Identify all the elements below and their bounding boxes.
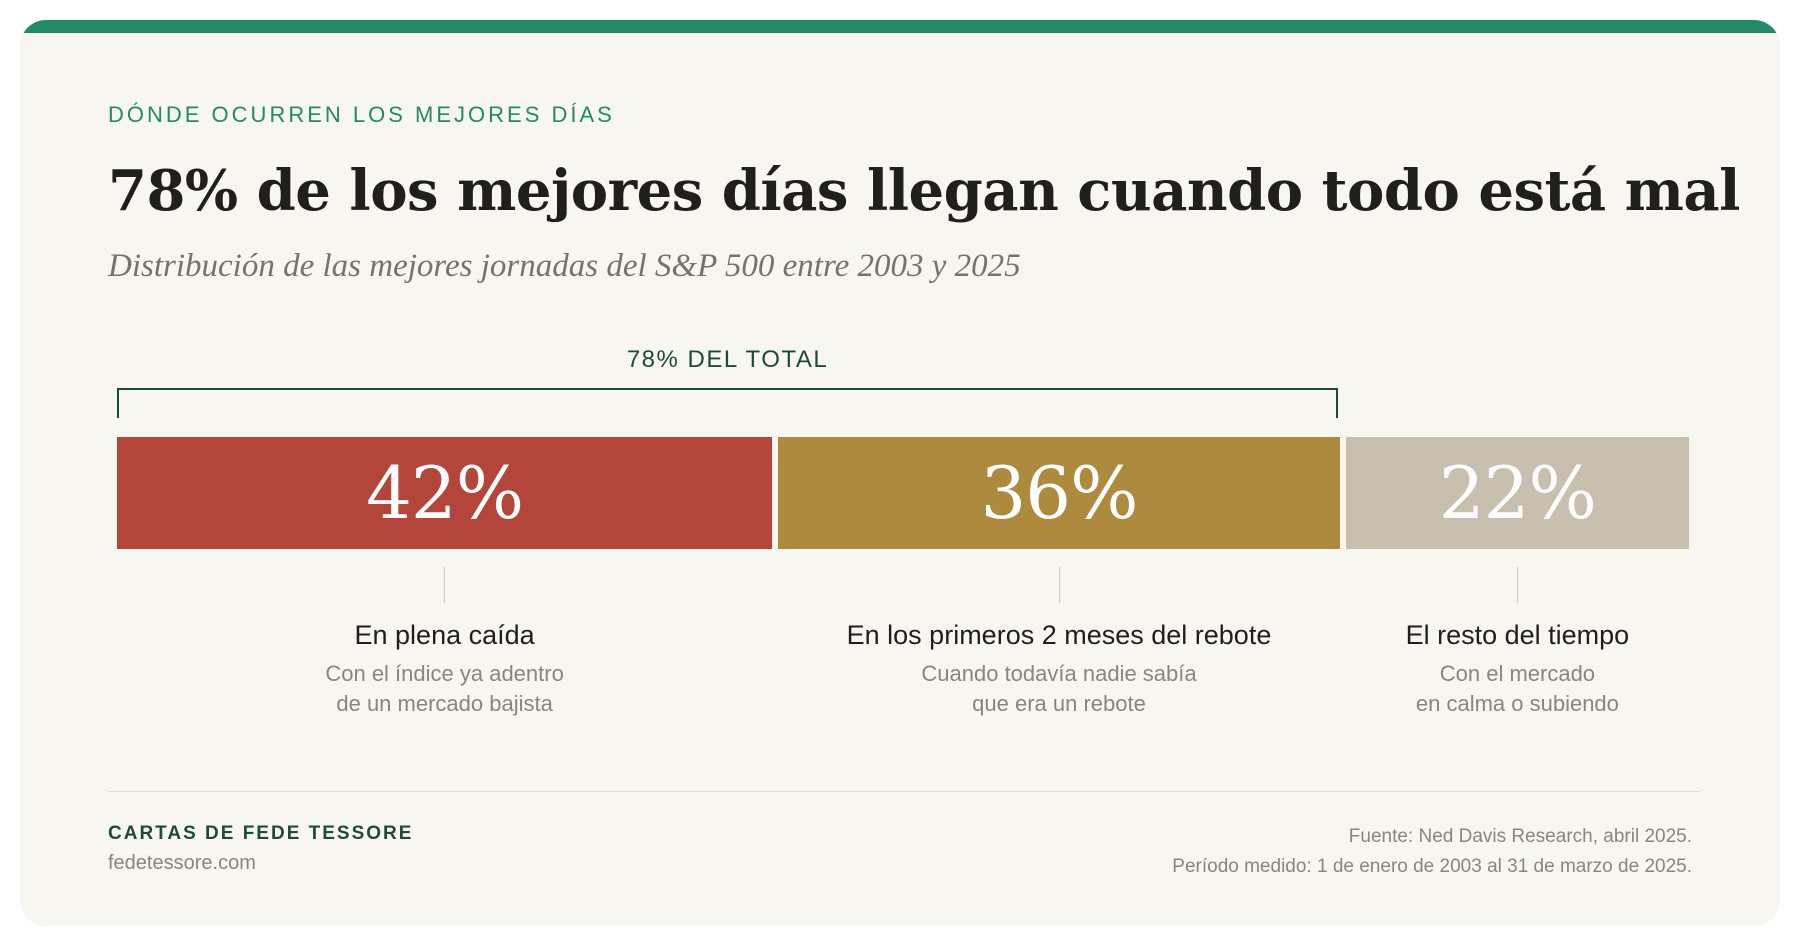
category-label-block: El resto del tiempo Con el mercado en calm… (1237, 618, 1780, 719)
brand-name: CARTAS DE FEDE TESSORE (108, 823, 414, 844)
segment-value-label: 42% (366, 451, 524, 535)
footer-divider (108, 791, 1700, 792)
bar-segment-1: 42% (117, 437, 773, 549)
category-label-block: En los primeros 2 meses del rebote Cuando… (779, 618, 1339, 719)
period-line: Período medido: 1 de enero de 2003 al 31… (1172, 856, 1692, 877)
category-title: El resto del tiempo (1405, 620, 1630, 650)
chart-subtitle: Distribución de las mejores jornadas del… (108, 248, 1021, 284)
category-description-line: Cuando todavía nadie sabía (921, 661, 1197, 687)
category-description-line: en calma o subiendo (1415, 691, 1619, 717)
category-connector-tick (1058, 567, 1060, 603)
category-connector-tick (1516, 567, 1518, 603)
category-label-block: En plena caída Con el índice ya adentro de… (165, 618, 725, 719)
brand-website: fedetessore.com (108, 852, 256, 874)
category-title: En plena caída (354, 620, 535, 650)
chart-title: 78% de los mejores días llegan cuando to… (108, 158, 1740, 224)
eyebrow-label: DÓNDE OCURREN LOS MEJORES DÍAS (108, 102, 615, 127)
category-description-line: de un mercado bajista (336, 691, 553, 717)
category-description: Con el mercado en calma o subiendo (1237, 659, 1780, 719)
bar-segment-2: 36% (778, 437, 1340, 549)
source-line: Fuente: Ned Davis Research, abril 2025. (1348, 826, 1692, 847)
category-title: En los primeros 2 meses del rebote (846, 620, 1272, 650)
segment-value-label: 36% (980, 451, 1138, 535)
infographic-card: DÓNDE OCURREN LOS MEJORES DÍAS 78% de lo… (20, 20, 1780, 926)
category-description: Cuando todavía nadie sabía que era un reb… (779, 659, 1339, 719)
bracket-annotation (117, 388, 1338, 418)
source-note: Fuente: Ned Davis Research, abril 2025. … (1172, 822, 1692, 882)
bracket-annotation-label: 78% DEL TOTAL (626, 346, 829, 373)
category-description: Con el índice ya adentro de un mercado ba… (165, 659, 725, 719)
category-description-line: Con el mercado (1439, 661, 1596, 687)
bar-segment-3: 22% (1345, 437, 1689, 549)
accent-top-bar (20, 20, 1780, 33)
category-description-line: que era un rebote (972, 691, 1146, 717)
stacked-bar: 42% 36% 22% (117, 437, 1689, 549)
category-description-line: Con el índice ya adentro (325, 661, 564, 687)
segment-value-label: 22% (1438, 451, 1597, 535)
category-connector-tick (444, 567, 446, 603)
